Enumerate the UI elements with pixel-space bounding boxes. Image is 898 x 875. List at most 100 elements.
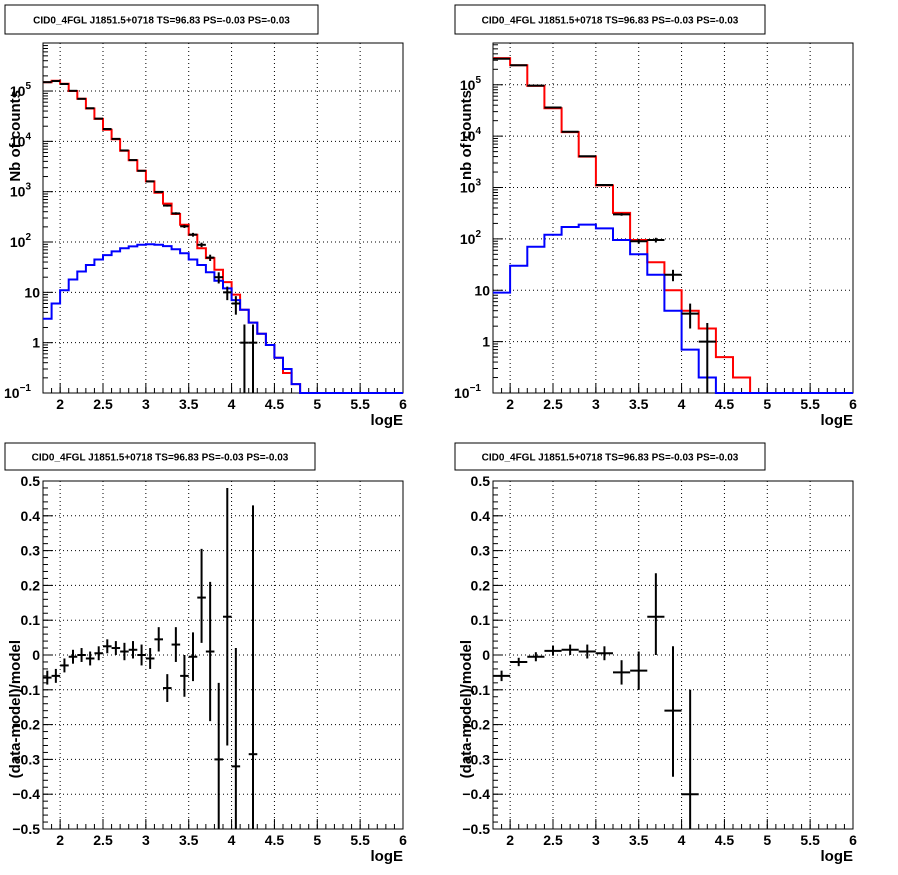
data-points [493, 57, 716, 393]
data-point [214, 272, 223, 284]
data-point [630, 238, 648, 244]
data-points [43, 487, 258, 829]
y-axis: −0.5 −0.4 −0.3 −0.2 −0.1 0 0.1 0.2 0.3 0.4 0.5 [12, 473, 53, 837]
data-points [493, 573, 699, 829]
title-box: CID0_4FGL J1851.5+0718 TS=96.83 PS=-0.03… [454, 442, 766, 471]
data-point [493, 670, 511, 682]
x-axis-title: logE [821, 412, 854, 429]
y-tick-label: 0.5 [471, 473, 491, 489]
data-point [163, 674, 172, 702]
data-point [137, 169, 146, 172]
chart-title: CID0_4FGL J1851.5+0718 TS=96.83 PS=-0.03… [33, 16, 290, 27]
data-point [664, 269, 682, 282]
x-tick-label: 5.5 [800, 396, 820, 412]
y-tick-label: −0.4 [12, 786, 40, 802]
y-axis-title: (data-model)/model [7, 640, 24, 778]
x-tick-label: 5 [313, 832, 321, 848]
x-tick-label: 4.5 [715, 832, 735, 848]
grid-lines [43, 481, 403, 829]
y-tick-label: 0.1 [21, 612, 41, 628]
data-point [595, 646, 613, 661]
chart-panel-bottom-left: 2 2.5 3 3.5 4 4.5 5 5.5 6 −0.5 −0.4 −0.3 −0.2 −0.1 0 0.… [4, 442, 407, 865]
y-tick-label: 103 [10, 182, 32, 200]
data-point [681, 303, 699, 329]
x-tick-label: 5.5 [350, 396, 370, 412]
y-tick-label: −0.5 [12, 821, 40, 837]
y-axis: −0.5 −0.4 −0.3 −0.2 −0.1 0 0.1 0.2 0.3 0.4 0.5 [462, 473, 503, 837]
grid-lines [43, 43, 403, 393]
data-point [154, 190, 163, 193]
data-point [120, 149, 129, 152]
y-tick-label: 0.4 [21, 508, 41, 524]
title-frame [454, 442, 766, 471]
x-tick-label: 2 [56, 396, 64, 412]
x-tick-label: 6 [399, 832, 407, 848]
x-tick-label: 3 [592, 396, 600, 412]
data-point [120, 642, 129, 661]
data-point [578, 155, 596, 158]
y-tick-label: −0.5 [462, 821, 490, 837]
x-axis-title: logE [371, 848, 404, 865]
y-axis: 10−1 1 10 102 103 104 105 [454, 44, 503, 401]
x-tick-label: 2.5 [543, 396, 563, 412]
title-frame [4, 4, 319, 35]
y-tick-label: 0.2 [471, 577, 491, 593]
chart-panel-bottom-right: 2 2.5 3 3.5 4 4.5 5 5.5 6 −0.5 −0.4 −0.3 −0.2 −0.1 0 0.… [454, 442, 857, 865]
data-point [128, 159, 138, 162]
data-point [248, 505, 258, 829]
data-point [231, 648, 241, 829]
data-point [527, 652, 545, 662]
data-point [145, 180, 155, 183]
x-axis: 2 2.5 3 3.5 4 4.5 5 5.5 6 [492, 819, 857, 848]
y-tick-label: 10 [474, 282, 490, 298]
x-tick-label: 4.5 [265, 396, 285, 412]
x-tick-label: 2 [56, 832, 64, 848]
y-tick-label: 0.5 [21, 473, 41, 489]
y-axis-title: (data-model)/model [458, 640, 475, 778]
data-point [664, 646, 682, 777]
data-point [180, 655, 189, 697]
data-point [137, 644, 146, 666]
data-point [561, 644, 579, 655]
data-point [248, 324, 258, 393]
y-axis: 10−1 1 10 102 103 104 105 [4, 45, 53, 401]
data-point [647, 237, 665, 243]
y-axis-title: Nb of counts [7, 90, 24, 182]
title-box: CID0_4FGL J1851.5+0718 TS=96.83 PS=-0.03… [4, 442, 316, 471]
y-tick-label: 102 [10, 232, 32, 250]
data-point [197, 242, 206, 248]
y-tick-label: 105 [10, 81, 32, 99]
y-tick-label: 0.3 [471, 543, 491, 559]
y-tick-label: 104 [460, 126, 482, 144]
x-tick-label: 2.5 [93, 396, 113, 412]
x-tick-label: 5 [763, 396, 771, 412]
data-point [111, 641, 121, 655]
x-tick-label: 4.5 [715, 396, 735, 412]
data-point [613, 213, 631, 216]
y-axis-title: nb of counts [458, 90, 475, 180]
x-tick-label: 3 [142, 396, 150, 412]
data-point [223, 487, 232, 746]
x-tick-label: 5.5 [800, 832, 820, 848]
x-tick-label: 3.5 [629, 396, 649, 412]
data-point [51, 668, 61, 683]
data-point [240, 324, 249, 393]
chart-panel-top-right: 2 2.5 3 3.5 4 4.5 5 5.5 6 10−1 1 10 102 103 104 105 CID0… [454, 4, 857, 429]
data-point [68, 649, 78, 664]
y-tick-label: 1 [482, 334, 490, 350]
data-point [145, 648, 155, 669]
x-tick-label: 3 [592, 832, 600, 848]
title-box: CID0_4FGL J1851.5+0718 TS=96.83 PS=-0.03… [454, 4, 766, 35]
data-point [231, 296, 241, 315]
chart-title: CID0_4FGL J1851.5+0718 TS=96.83 PS=-0.03… [482, 453, 739, 464]
chart-title: CID0_4FGL J1851.5+0718 TS=96.83 PS=-0.03… [482, 16, 739, 27]
histogram-series-1 [43, 243, 403, 394]
x-tick-label: 5.5 [350, 832, 370, 848]
y-tick-label: 10−1 [4, 383, 31, 401]
y-tick-label: 10−1 [454, 383, 481, 401]
data-point [188, 232, 198, 237]
data-point [77, 648, 86, 662]
data-point [630, 651, 648, 690]
x-tick-label: 3.5 [179, 396, 199, 412]
x-tick-label: 2.5 [93, 832, 113, 848]
